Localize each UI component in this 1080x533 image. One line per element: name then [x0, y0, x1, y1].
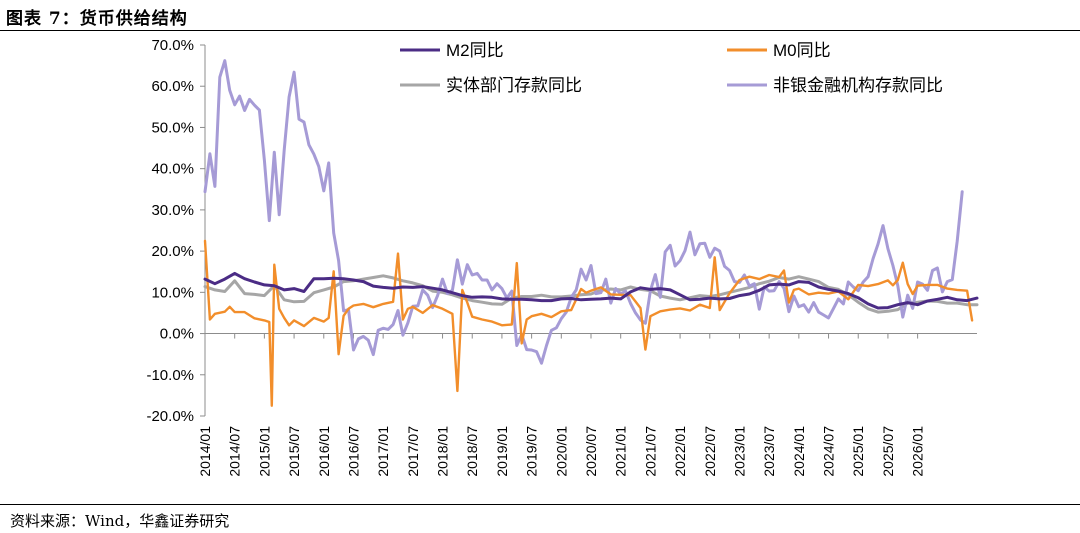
x-tick-label: 2014/07 [227, 426, 243, 477]
series-line-2 [203, 274, 979, 314]
x-tick-label: 2023/07 [761, 426, 777, 477]
y-tick-label: 50.0% [151, 119, 194, 136]
source-note: 资料来源：Wind，华鑫证券研究 [10, 512, 230, 530]
y-tick-label: -10.0% [146, 367, 194, 384]
x-tick-label: 2022/07 [702, 426, 718, 477]
legend-label: 实体部门存款同比 [446, 76, 582, 95]
y-tick-label: 30.0% [151, 202, 194, 219]
x-tick-label: 2024/01 [791, 426, 807, 477]
x-tick-label: 2016/07 [345, 426, 361, 477]
x-tick-label: 2015/01 [256, 426, 272, 477]
legend-label: M0同比 [773, 41, 831, 60]
x-tick-label: 2021/01 [613, 426, 629, 477]
x-tick-label: 2015/07 [286, 426, 302, 477]
x-tick-label: 2018/07 [464, 426, 480, 477]
y-tick-label: 0.0% [160, 326, 194, 343]
x-tick-label: 2025/07 [880, 426, 896, 477]
x-tick-label: 2019/01 [494, 426, 510, 477]
x-tick-label: 2017/07 [405, 426, 421, 477]
x-tick-label: 2021/07 [642, 426, 658, 477]
x-tick-label: 2026/01 [910, 426, 926, 477]
series-line-0 [203, 271, 979, 310]
x-tick-label: 2020/07 [583, 426, 599, 477]
x-tick-label: 2025/01 [850, 426, 866, 477]
legend-label: M2同比 [446, 41, 504, 60]
series-line-3 [203, 59, 964, 365]
y-tick-label: 70.0% [151, 37, 194, 54]
series-line-1 [203, 239, 974, 407]
x-tick-label: 2024/07 [821, 426, 837, 477]
y-tick-label: 20.0% [151, 243, 194, 260]
top-rule [0, 30, 1080, 31]
x-tick-label: 2014/01 [197, 426, 213, 477]
x-tick-label: 2020/01 [553, 426, 569, 477]
y-tick-label: -20.0% [146, 408, 194, 425]
x-tick-label: 2022/01 [672, 426, 688, 477]
x-tick-label: 2017/01 [375, 426, 391, 477]
chart-area: -20.0% -10.0% 0.0% 10.0% 20.0% 30.0% 40.0% 50.0… [146, 37, 979, 477]
y-tick-label: 10.0% [151, 284, 194, 301]
x-tick-label: 2023/01 [731, 426, 747, 477]
x-tick-label: 2018/01 [435, 426, 451, 477]
x-tick-label: 2019/07 [524, 426, 540, 477]
figure-title: 图表 7：货币供给结构 [6, 9, 188, 29]
y-tick-label: 60.0% [151, 78, 194, 95]
x-tick-label: 2016/01 [316, 426, 332, 477]
y-tick-label: 40.0% [151, 161, 194, 178]
bottom-rule [0, 504, 1080, 505]
legend-label: 非银金融机构存款同比 [773, 76, 943, 95]
